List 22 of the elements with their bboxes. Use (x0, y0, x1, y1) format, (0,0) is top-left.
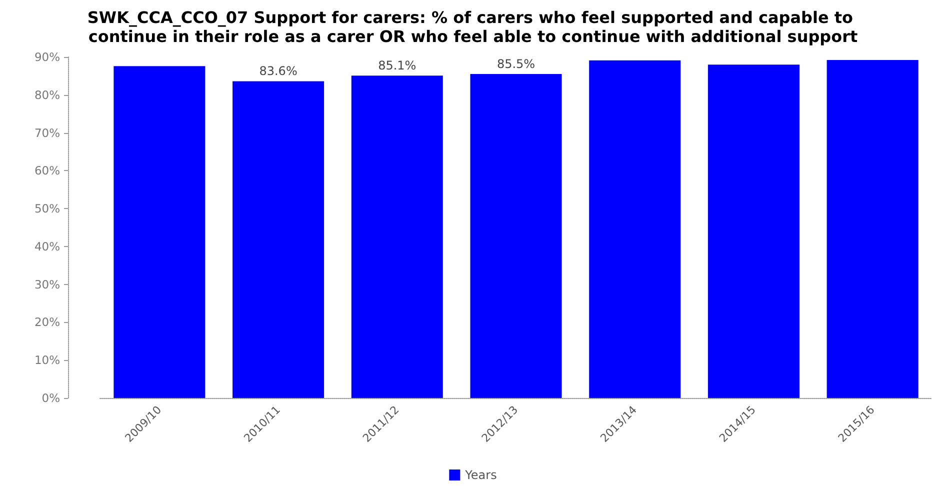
bar (589, 60, 681, 398)
bar (708, 64, 800, 398)
y-tick-label: 40% (34, 239, 60, 254)
y-tick-label: 30% (34, 277, 60, 292)
y-tick-label: 90% (34, 50, 60, 64)
bar (232, 81, 324, 398)
bar (826, 60, 918, 398)
y-tick-label: 20% (34, 315, 60, 330)
data-label: 85.1% (378, 58, 416, 73)
y-tick-label: 10% (34, 353, 60, 368)
bar (351, 76, 443, 398)
data-label: 83.6% (259, 64, 298, 78)
bar (114, 66, 206, 398)
y-tick-label: 50% (34, 202, 60, 216)
bar (470, 74, 562, 398)
chart-title: SWK_CCA_CCO_07 Support for carers: % of carers who feel supported and capable to continue in their role as a carer OR who feel able to continue with additional support (87, 8, 859, 46)
y-tick-label: 0% (42, 391, 60, 405)
data-label: 85.5% (496, 57, 536, 72)
y-tick-label: 80% (34, 88, 60, 102)
legend-label: Years (464, 468, 497, 482)
y-tick-label: 60% (34, 164, 60, 178)
y-tick-label: 70% (34, 126, 60, 140)
